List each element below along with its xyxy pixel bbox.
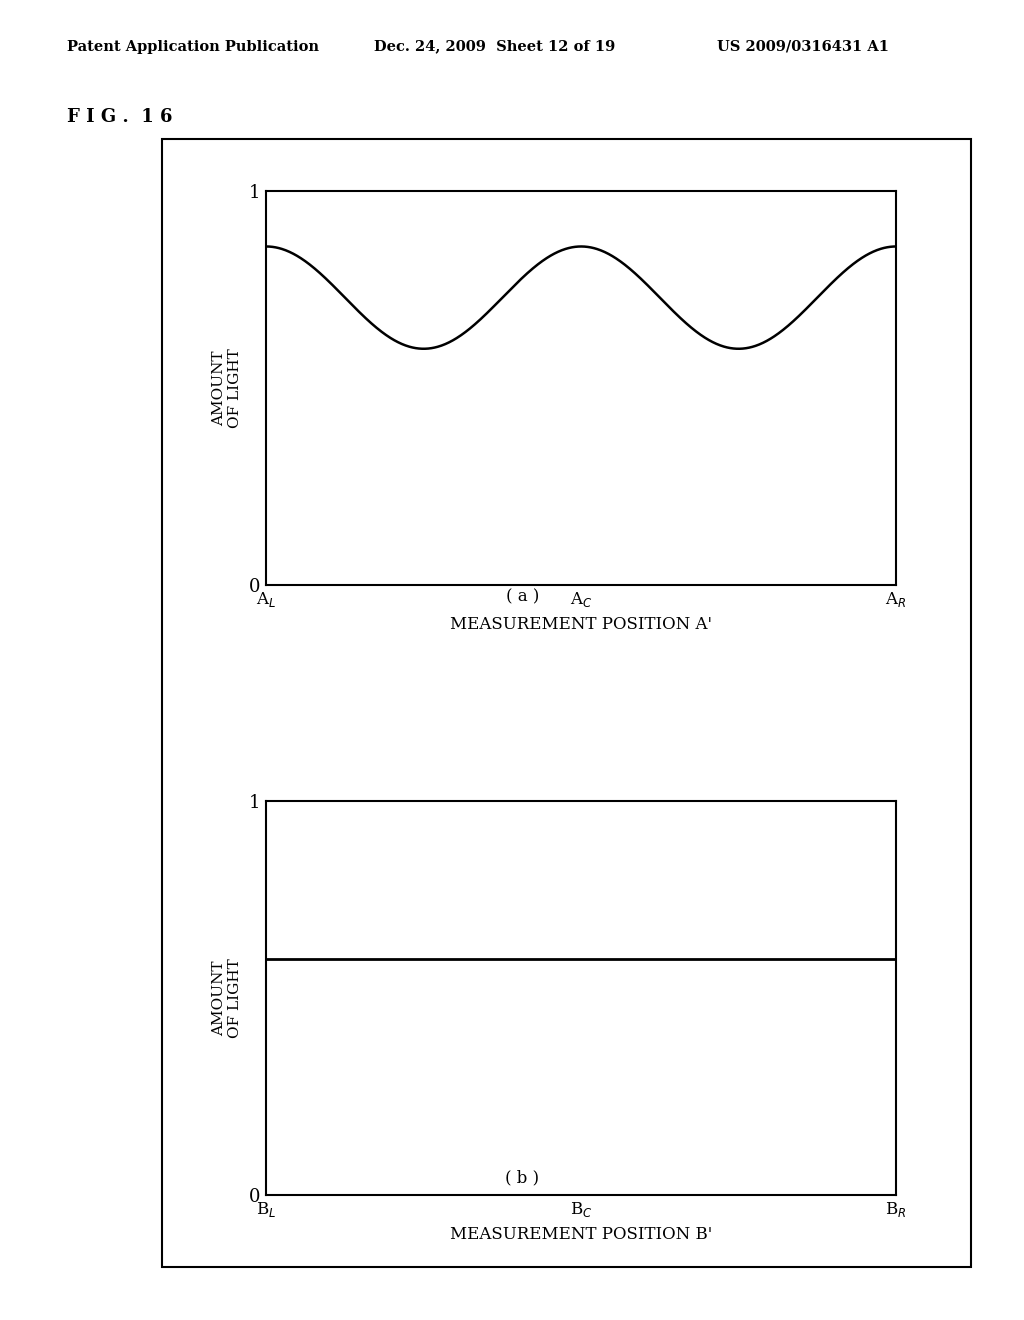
X-axis label: MEASUREMENT POSITION A': MEASUREMENT POSITION A'	[451, 616, 712, 634]
Y-axis label: AMOUNT
OF LIGHT: AMOUNT OF LIGHT	[212, 958, 243, 1038]
Text: Patent Application Publication: Patent Application Publication	[67, 40, 318, 54]
Text: ( b ): ( b )	[505, 1170, 540, 1185]
Text: Dec. 24, 2009  Sheet 12 of 19: Dec. 24, 2009 Sheet 12 of 19	[374, 40, 615, 54]
Text: ( a ): ( a )	[506, 589, 539, 605]
Text: US 2009/0316431 A1: US 2009/0316431 A1	[717, 40, 889, 54]
Text: F I G .  1 6: F I G . 1 6	[67, 108, 172, 127]
X-axis label: MEASUREMENT POSITION B': MEASUREMENT POSITION B'	[450, 1226, 713, 1243]
Y-axis label: AMOUNT
OF LIGHT: AMOUNT OF LIGHT	[212, 348, 243, 428]
